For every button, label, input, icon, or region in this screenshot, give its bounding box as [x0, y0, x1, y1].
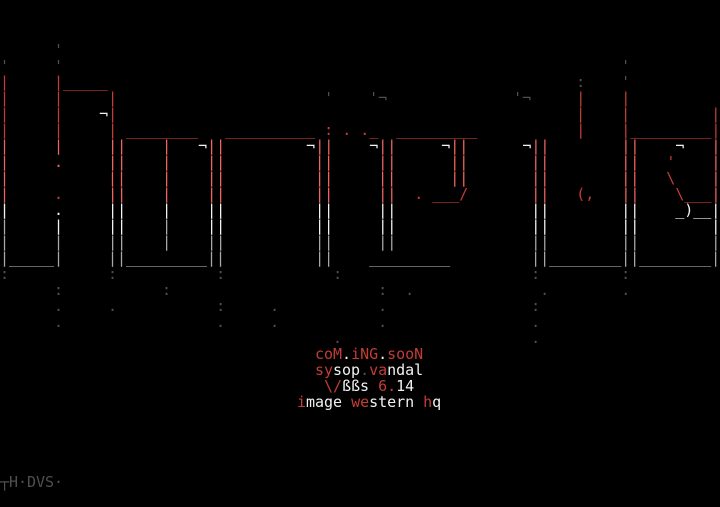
art-row: | | | ' '¬ '¬ | | — [0, 89, 631, 107]
art-row: ' — [54, 41, 64, 59]
bbs-version-line: \/ßßs 6.14 — [324, 377, 415, 395]
art-row — [0, 458, 720, 474]
art-row: | || | || || || || || || \ | — [0, 169, 720, 187]
art-row: | . || | || || || || || || ' | — [0, 153, 720, 171]
art-row: . . . . . — [54, 313, 541, 331]
ansi-art-homicide-logo: ' ' ' ' | |_____ : ' | | | ' '¬ '¬ — [0, 10, 720, 506]
art-row: | |_____ : ' — [0, 73, 631, 91]
art-row: . . : . . : — [54, 297, 541, 315]
art-row — [0, 426, 720, 442]
art-row — [0, 410, 720, 426]
art-row: | | || | || || || || || | — [0, 217, 720, 235]
art-row: | | | ________ __________ : . ._ _______… — [0, 121, 720, 139]
art-row: |_____| ||_________|| || _________ ||___… — [0, 249, 720, 267]
coming-soon-line: coM.iNG.sooN — [315, 345, 424, 363]
sysop-line: sysop.vandal — [315, 361, 424, 379]
art-row: ' ' ' — [0, 57, 631, 75]
terminal-screen: ' ' ' ' | |_____ : ' | | | ' '¬ '¬ — [0, 42, 720, 490]
art-row — [0, 442, 720, 458]
art-row — [0, 26, 720, 42]
art-row: . . — [333, 329, 541, 347]
art-row: : : : . . . — [54, 281, 631, 299]
affiliation-line: image western hq — [297, 393, 442, 411]
artist-tag-line: ┬H·DVS· — [0, 473, 64, 491]
art-row: | | || | || || || || || | — [0, 233, 720, 251]
art-row: | | ¬| | | | — [0, 105, 720, 123]
art-row — [0, 10, 720, 26]
art-row: | . || | || || || || || _)__| — [0, 201, 720, 219]
art-row: | . || | || || || . ___/ || (, || \___| — [0, 185, 720, 203]
art-row: : : : : : : — [0, 265, 631, 283]
art-row — [0, 490, 720, 506]
art-row: | | || | ¬|| ¬|| ¬|| ¬|| ¬|| || ¬ | — [0, 137, 720, 155]
